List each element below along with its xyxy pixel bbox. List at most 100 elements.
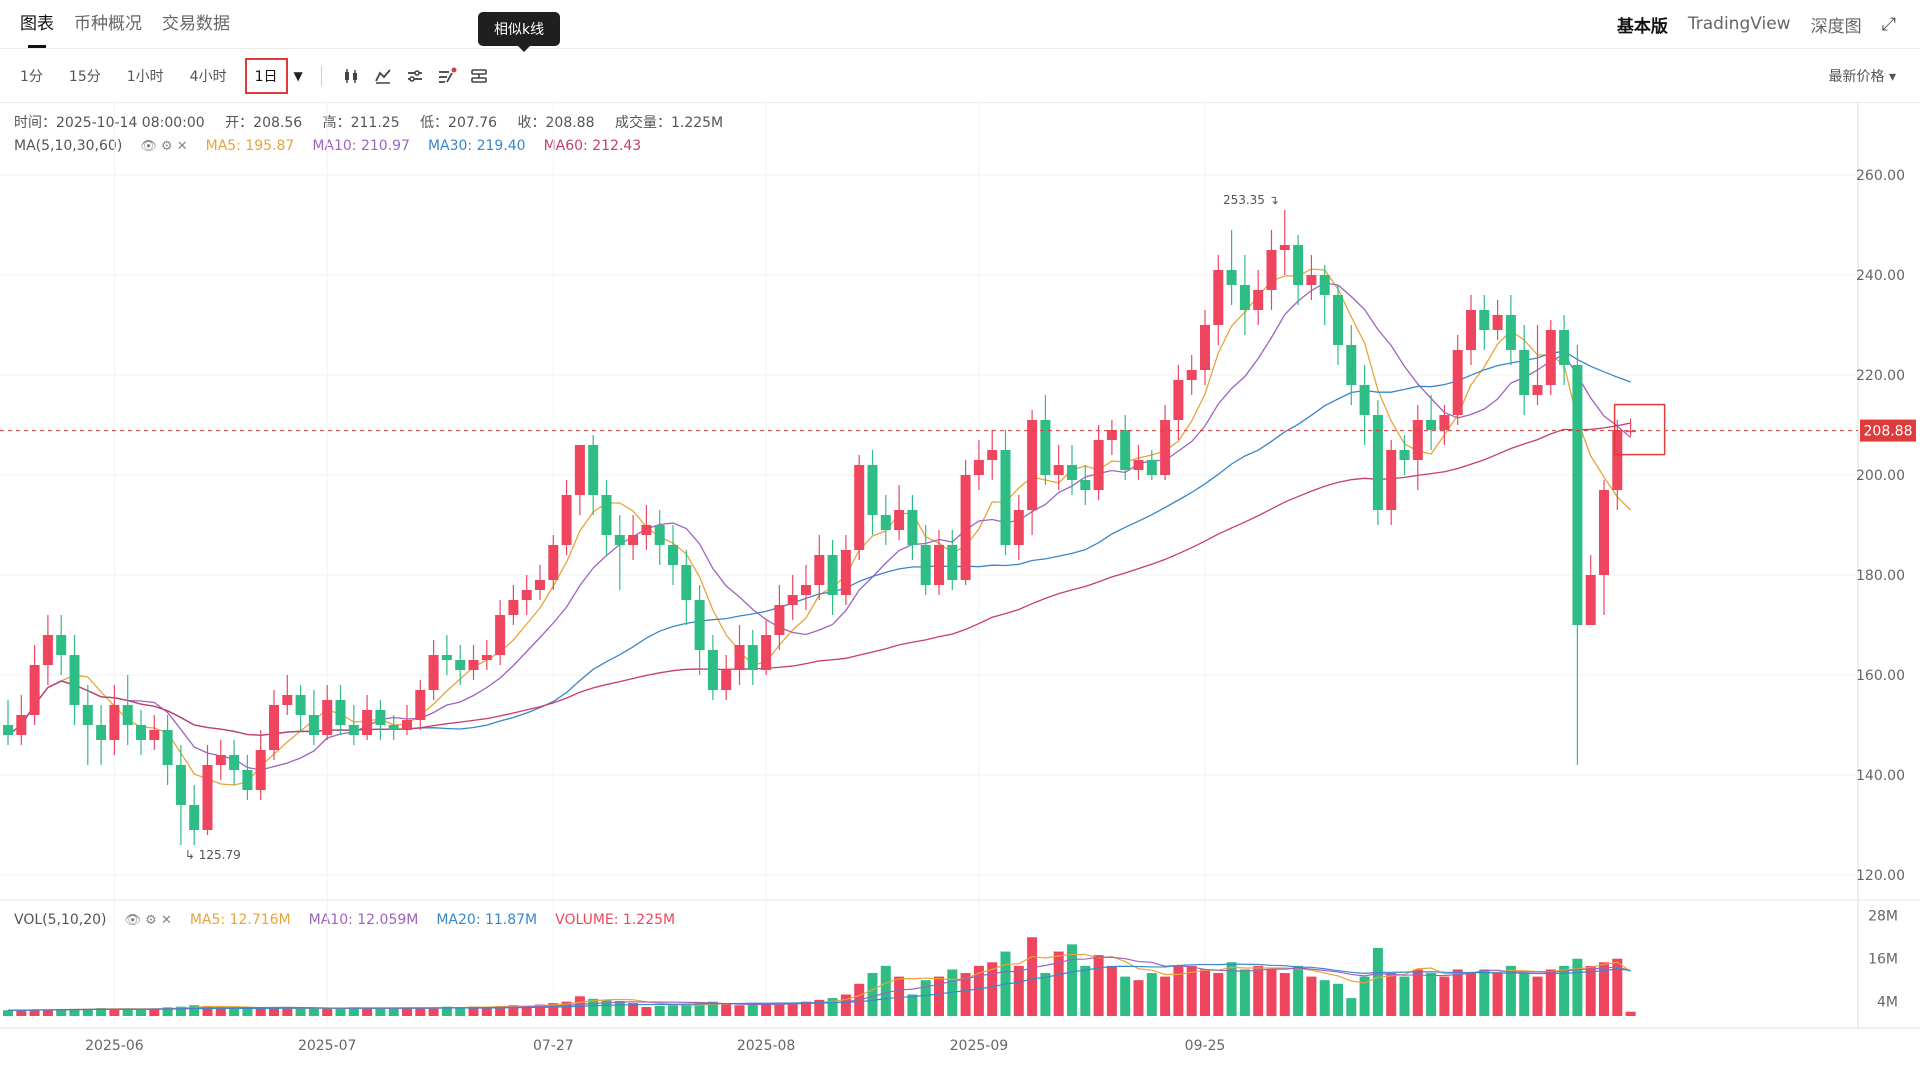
volume-bar — [242, 1008, 253, 1016]
ma10-value: MA10: 210.97 — [312, 138, 410, 154]
candle-body — [1359, 385, 1370, 415]
tab-tradingview[interactable]: TradingView — [1687, 14, 1791, 34]
candle-body — [1040, 420, 1051, 475]
volume-bar — [1200, 969, 1210, 1016]
candle-body — [535, 580, 545, 590]
similar-kline-icon[interactable] — [468, 65, 490, 87]
candle-body — [202, 765, 213, 830]
volume-bar — [1346, 998, 1357, 1016]
volume-bar — [1585, 965, 1596, 1016]
volume-bar — [641, 1007, 652, 1016]
candle-body — [1585, 575, 1596, 625]
candle-body — [1572, 365, 1583, 625]
ohlc-open: 开：208.56 — [225, 115, 303, 131]
candle-body — [136, 725, 146, 740]
candle-body — [588, 445, 599, 495]
candle-body — [348, 725, 359, 735]
candle-body — [920, 545, 931, 585]
price-tick-label: 260.00 — [1856, 168, 1905, 184]
volume-bar — [322, 1008, 333, 1016]
interval-1h[interactable]: 1小时 — [126, 69, 164, 85]
volume-bar — [920, 980, 931, 1016]
volume-bar — [441, 1006, 452, 1016]
vol-eye-icon[interactable]: 👁 ⚙ ✕ — [124, 912, 172, 928]
tab-chart[interactable]: 图表 — [20, 0, 54, 48]
candle-body — [1239, 285, 1250, 310]
expand-icon[interactable]: ⤢ — [1881, 13, 1896, 35]
candle-body — [109, 705, 120, 740]
candle-body — [3, 725, 13, 735]
candle-body — [1133, 460, 1144, 470]
candle-body — [521, 590, 532, 600]
candle-body — [973, 460, 984, 475]
price-type-select[interactable]: 最新价格 ▾ — [1828, 69, 1896, 85]
interval-1m[interactable]: 1分 — [20, 69, 43, 85]
indicators-icon[interactable] — [372, 65, 394, 87]
candle-body — [987, 450, 998, 460]
candle-body — [1146, 460, 1157, 475]
candle-type-icon[interactable] — [340, 65, 362, 87]
candle-body — [867, 465, 878, 515]
candle-body — [880, 515, 891, 530]
candle-body — [614, 535, 625, 545]
price-type-label: 最新价格 — [1828, 69, 1885, 85]
volume-bar — [109, 1009, 120, 1016]
candle-body — [1253, 290, 1264, 310]
tab-trading-data[interactable]: 交易数据 — [162, 14, 230, 34]
candle-body — [1426, 420, 1437, 430]
volume-bar — [468, 1006, 479, 1016]
tab-overview[interactable]: 币种概况 — [74, 14, 142, 34]
candle-body — [1559, 330, 1570, 365]
interval-dropdown-icon[interactable]: ▼ — [293, 69, 303, 83]
interval-15m[interactable]: 15分 — [68, 69, 101, 85]
volume-bar — [721, 1004, 732, 1016]
drawing-tools-icon[interactable] — [436, 65, 458, 87]
tab-depth[interactable]: 深度图 — [1810, 16, 1862, 37]
candle-body — [1160, 420, 1171, 475]
volume-bar — [56, 1009, 67, 1016]
volume-bar — [308, 1008, 319, 1016]
volume-bar — [761, 1004, 772, 1016]
interval-4h[interactable]: 4小时 — [189, 69, 227, 85]
candle-body — [761, 635, 772, 670]
volume-bar — [335, 1008, 346, 1016]
settings-sliders-icon[interactable] — [404, 65, 426, 87]
candle-body — [69, 655, 80, 705]
tab-basic[interactable]: 基本版 — [1616, 16, 1668, 37]
volume-bar — [269, 1007, 279, 1016]
interval-1d[interactable]: 1日 — [244, 58, 288, 94]
eye-icon[interactable]: 👁 ⚙ ✕ — [140, 138, 188, 154]
candle-body — [1266, 250, 1277, 290]
chart-toolbar: 1分 15分 1小时 4小时 1日 ▼ 最新价格 ▾ — [0, 50, 1920, 103]
volume-bar — [1160, 976, 1171, 1016]
candle-body — [1452, 350, 1463, 415]
candle-body — [1080, 480, 1091, 490]
volume-bar — [122, 1008, 133, 1016]
volume-bar — [934, 976, 944, 1016]
time-tick-label: 09-25 — [1185, 1038, 1226, 1054]
candle-body — [960, 475, 971, 580]
candle-body — [1306, 275, 1317, 285]
candle-body — [1067, 465, 1077, 480]
ma-legend-name: MA(5,10,30,60) — [14, 138, 123, 154]
volume-bar — [348, 1007, 359, 1016]
price-tick-label: 220.00 — [1856, 368, 1905, 384]
candle-body — [335, 700, 346, 725]
volume-bar — [1519, 973, 1530, 1016]
volume-bar — [987, 962, 998, 1016]
volume-bar — [69, 1008, 80, 1016]
volume-bar — [1572, 958, 1583, 1016]
volume-bar — [654, 1005, 665, 1016]
candle-body — [1293, 245, 1304, 285]
volume-bar — [614, 1000, 625, 1016]
volume-bar — [295, 1008, 306, 1016]
ma30-value: MA30: 219.40 — [427, 138, 526, 154]
volume-bar — [668, 1005, 678, 1016]
volume-bar — [1599, 962, 1609, 1016]
similar-kline-tooltip: 相似k线 — [478, 12, 561, 52]
volume-bar — [907, 994, 918, 1016]
candle-body — [175, 765, 186, 805]
view-tabs: 基本版 TradingView 深度图 ⤢ — [1617, 0, 1896, 48]
volume-bar — [535, 1004, 545, 1016]
